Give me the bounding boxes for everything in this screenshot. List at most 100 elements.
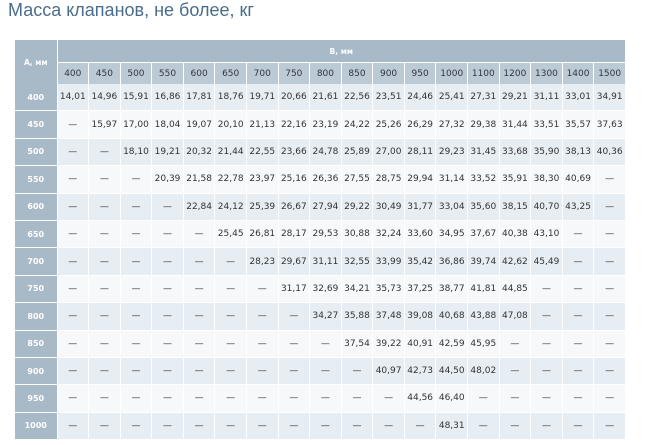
cell: 38,15 bbox=[499, 193, 532, 221]
cell: — bbox=[530, 412, 563, 441]
cell: 34,95 bbox=[435, 220, 469, 249]
cell: — bbox=[278, 384, 311, 413]
cell: — bbox=[341, 412, 374, 441]
cell: 35,88 bbox=[341, 302, 374, 331]
column-header: 1100 bbox=[467, 62, 500, 84]
column-header: 1500 bbox=[593, 62, 626, 84]
cell: 29,94 bbox=[404, 165, 437, 194]
table-row: 850— — — — — — — — —37,54 39,22 40,91 42,59 45,95— — —… bbox=[15, 330, 626, 358]
cell: 43,25 bbox=[562, 193, 595, 221]
cell: 21,44 bbox=[214, 138, 247, 167]
cell: — bbox=[530, 275, 563, 304]
cell: 35,42 bbox=[404, 247, 437, 276]
cell: 45,95 bbox=[467, 330, 500, 358]
cell: 26,36 bbox=[309, 165, 342, 194]
cell: — bbox=[57, 193, 90, 221]
column-header: 750 bbox=[278, 62, 311, 84]
cell: 31,11 bbox=[530, 84, 563, 112]
cell: 40,38 bbox=[499, 220, 532, 249]
cell: 30,49 bbox=[372, 193, 405, 221]
cell: 33,51 bbox=[530, 110, 563, 139]
cell: 37,63 bbox=[593, 110, 626, 139]
cell: — bbox=[562, 330, 595, 358]
cell: 18,76 bbox=[214, 84, 247, 112]
cell: — bbox=[183, 330, 216, 358]
cell: 44,85 bbox=[499, 275, 532, 304]
cell: — bbox=[151, 330, 184, 358]
cell: 28,17 bbox=[278, 220, 311, 249]
cell: 26,81 bbox=[246, 220, 279, 249]
cell: — bbox=[562, 384, 595, 413]
cell: — bbox=[372, 412, 405, 441]
cell: 39,08 bbox=[404, 302, 437, 331]
column-header: 1000 bbox=[435, 62, 469, 84]
cell: — bbox=[562, 220, 595, 249]
cell: — bbox=[309, 330, 342, 358]
cell: — bbox=[246, 330, 279, 358]
cell: 28,75 bbox=[372, 165, 405, 194]
row-label: 500 bbox=[15, 138, 58, 167]
cell: — bbox=[151, 357, 184, 386]
cell: 34,21 bbox=[341, 275, 374, 304]
cell: 20,66 bbox=[278, 84, 311, 112]
cell: 38,13 bbox=[562, 138, 595, 167]
cell: — bbox=[499, 384, 532, 413]
table-row: 1000— — — — — — — — — — — —48,31— — — — — bbox=[15, 412, 626, 441]
cell: 30,88 bbox=[341, 220, 374, 249]
cell: 44,50 bbox=[435, 357, 469, 386]
mass-table: А, мм В, мм 400 450 500 550 600 650 700 750 800 8… bbox=[15, 40, 626, 441]
cell: 37,48 bbox=[372, 302, 405, 331]
cell: — bbox=[57, 357, 90, 386]
cell: 31,45 bbox=[467, 138, 500, 167]
cell: — bbox=[57, 302, 90, 331]
cell: — bbox=[278, 330, 311, 358]
table-row: 950— — — — — — — — — — —44,56 46,40— — — — — bbox=[15, 384, 626, 413]
cell: 27,55 bbox=[341, 165, 374, 194]
cell: — bbox=[57, 384, 90, 413]
row-label: 400 bbox=[15, 84, 58, 112]
cell: 31,17 bbox=[278, 275, 311, 304]
table-row: 800— — — — — — — —34,27 35,88 37,48 39,08 40,68 43,8… bbox=[15, 302, 626, 331]
cell: 32,69 bbox=[309, 275, 342, 304]
cell: — bbox=[57, 220, 90, 249]
cell: 31,14 bbox=[435, 165, 469, 194]
table-row: 650— — — — —25,45 26,81 28,17 29,53 30,88 32,24 33… bbox=[15, 220, 626, 249]
cell: — bbox=[214, 412, 247, 441]
row-label: 1000 bbox=[15, 412, 58, 441]
cell: — bbox=[88, 247, 121, 276]
cell: — bbox=[88, 275, 121, 304]
cell: — bbox=[88, 302, 121, 331]
cell: — bbox=[214, 330, 247, 358]
cell: 23,51 bbox=[372, 84, 405, 112]
cell: 27,31 bbox=[467, 84, 500, 112]
cell: — bbox=[593, 302, 626, 331]
cell: — bbox=[151, 275, 184, 304]
cell: 34,27 bbox=[309, 302, 342, 331]
cell: 33,01 bbox=[562, 84, 595, 112]
cell: 35,90 bbox=[530, 138, 563, 167]
cell: 28,23 bbox=[246, 247, 279, 276]
cell: 48,31 bbox=[435, 412, 469, 441]
row-label: 650 bbox=[15, 220, 58, 249]
cell: — bbox=[151, 193, 184, 221]
cell: 40,68 bbox=[435, 302, 469, 331]
cell: — bbox=[278, 412, 311, 441]
cell: — bbox=[562, 247, 595, 276]
column-row: 400 450 500 550 600 650 700 750 800 850 900 950 1000… bbox=[15, 62, 626, 84]
cell: 32,55 bbox=[341, 247, 374, 276]
cell: 43,88 bbox=[467, 302, 500, 331]
cell: — bbox=[88, 220, 121, 249]
cell: — bbox=[57, 165, 90, 194]
cell: 21,13 bbox=[246, 110, 279, 139]
cell: 48,02 bbox=[467, 357, 500, 386]
cell: — bbox=[246, 412, 279, 441]
cell: — bbox=[120, 357, 153, 386]
row-header: А, мм bbox=[15, 40, 58, 84]
cell: — bbox=[120, 247, 153, 276]
column-header: 1400 bbox=[562, 62, 595, 84]
cell: 25,39 bbox=[246, 193, 279, 221]
cell: — bbox=[57, 275, 90, 304]
cell: 29,53 bbox=[309, 220, 342, 249]
cell: 29,21 bbox=[499, 84, 532, 112]
